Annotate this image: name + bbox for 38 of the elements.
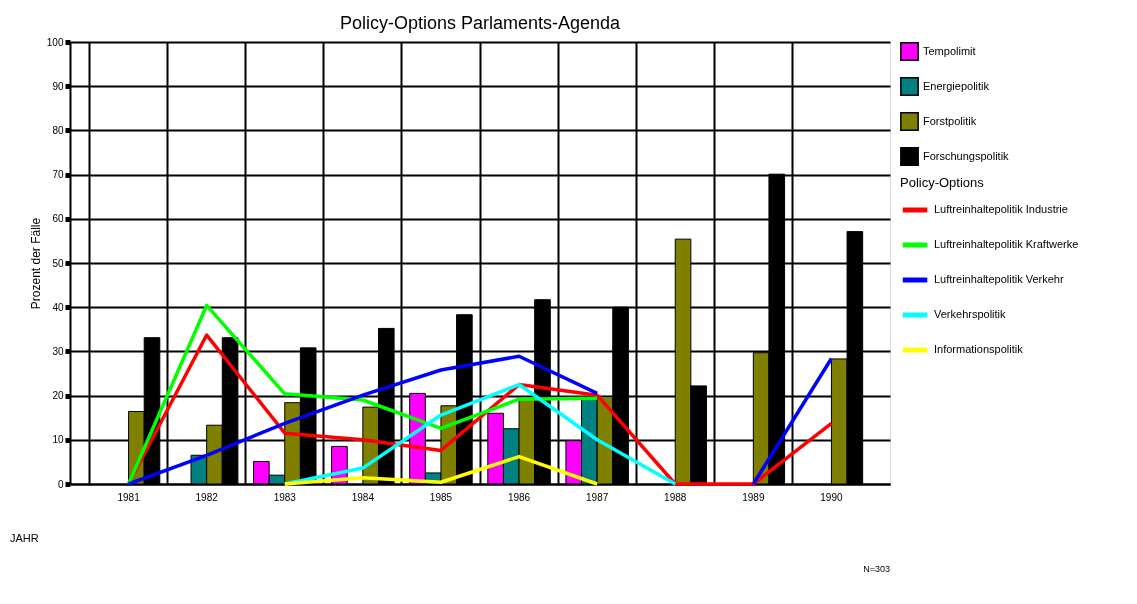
x-tick-label: 1981 xyxy=(117,491,141,503)
legend-label: Energiepolitik xyxy=(923,79,990,92)
x-tick-label: 1983 xyxy=(273,491,297,503)
x-tick-label: 1990 xyxy=(820,491,843,503)
legend-label: Luftreinhaltepolitik Kraftwerke xyxy=(934,238,1079,250)
x-axis-title: JAHR xyxy=(10,532,39,544)
y-axis-title: Prozent der Fälle xyxy=(28,217,43,310)
y-tick-label: 100 xyxy=(46,36,64,48)
legend-label: Forstpolitik xyxy=(923,114,977,127)
x-tick-label: 1989 xyxy=(742,491,765,503)
x-tick-label: 1986 xyxy=(507,491,531,503)
y-tick-label: 60 xyxy=(52,213,64,225)
legend-label: Luftreinhaltepolitik Verkehr xyxy=(934,273,1064,285)
y-tick-label: 0 xyxy=(57,478,64,490)
legend-label: Tempolimit xyxy=(923,44,976,57)
legend-title: Policy-Options xyxy=(900,175,985,190)
line-series xyxy=(126,303,599,486)
y-tick-label: 30 xyxy=(52,345,64,357)
legend-label: Verkehrspolitik xyxy=(934,308,1007,320)
legend-label: Informationspolitik xyxy=(934,343,1024,355)
x-tick-label: 1988 xyxy=(664,491,687,503)
y-tick-label: 50 xyxy=(52,257,64,269)
y-tick-label: 10 xyxy=(52,434,64,446)
x-tick-label: 1982 xyxy=(195,491,219,503)
legend-label: Luftreinhaltepolitik Industrie xyxy=(934,203,1068,215)
x-tick-label: 1984 xyxy=(351,491,375,503)
chart-title: Policy-Options Parlaments-Agenda xyxy=(339,13,622,33)
line-series xyxy=(283,382,677,486)
line-series xyxy=(283,454,599,486)
y-tick-label: 40 xyxy=(52,301,64,313)
y-tick-label: 20 xyxy=(52,390,64,402)
x-tick-label: 1985 xyxy=(429,491,453,503)
y-tick-label: 80 xyxy=(52,124,64,136)
text: N=303 xyxy=(863,564,890,574)
y-tick-label: 90 xyxy=(52,80,64,92)
y-tick-label: 70 xyxy=(52,169,64,181)
legend-label: Forschungspolitik xyxy=(923,149,1010,162)
x-tick-label: 1987 xyxy=(586,491,609,503)
